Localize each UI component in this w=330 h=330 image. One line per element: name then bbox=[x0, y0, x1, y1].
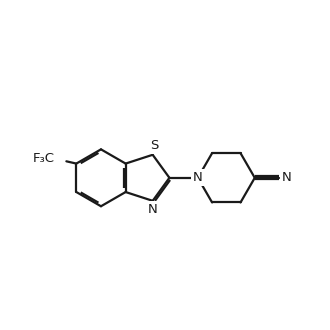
Text: N: N bbox=[282, 171, 291, 184]
Text: N: N bbox=[148, 203, 157, 216]
Text: F₃C: F₃C bbox=[33, 152, 55, 165]
Text: N: N bbox=[193, 171, 203, 184]
Text: S: S bbox=[150, 139, 158, 152]
